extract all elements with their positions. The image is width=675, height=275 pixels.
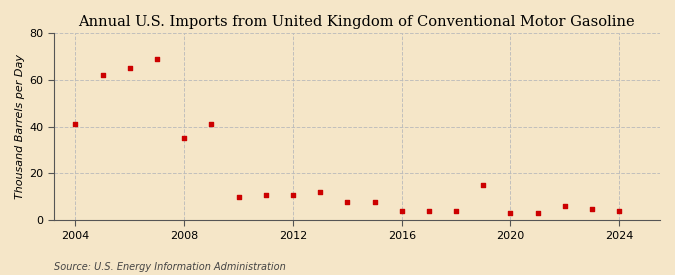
Point [233,195,244,199]
Point [179,136,190,141]
Point [97,73,108,77]
Point [315,190,325,194]
Point [369,199,380,204]
Point [261,192,271,197]
Point [451,209,462,213]
Title: Annual U.S. Imports from United Kingdom of Conventional Motor Gasoline: Annual U.S. Imports from United Kingdom … [78,15,635,29]
Point [587,207,597,211]
Point [152,56,163,61]
Point [288,192,298,197]
Point [342,199,353,204]
Text: Source: U.S. Energy Information Administration: Source: U.S. Energy Information Administ… [54,262,286,272]
Point [505,211,516,216]
Point [206,122,217,127]
Point [124,66,135,70]
Point [614,209,624,213]
Point [478,183,489,187]
Point [533,211,543,216]
Y-axis label: Thousand Barrels per Day: Thousand Barrels per Day [15,54,25,199]
Point [423,209,434,213]
Point [70,122,81,127]
Point [560,204,570,208]
Point [396,209,407,213]
